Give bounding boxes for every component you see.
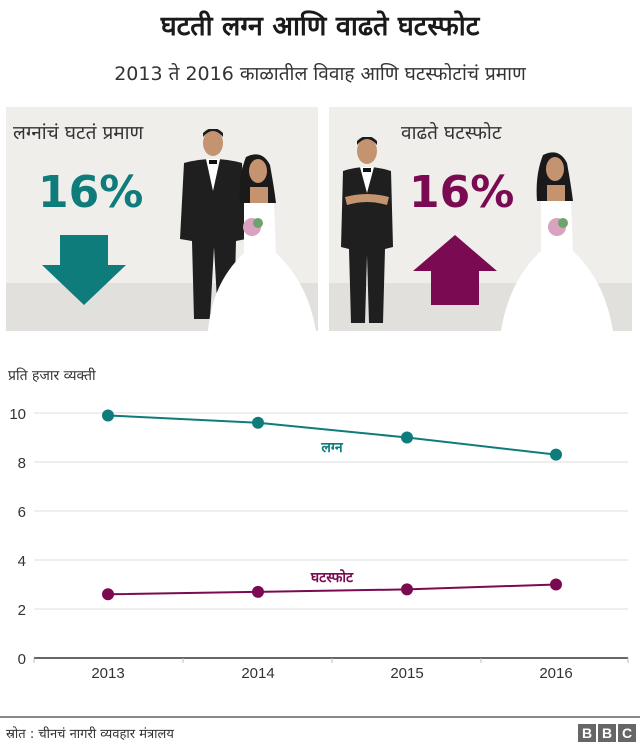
data-point: [252, 585, 264, 598]
x-tick-label: 2014: [241, 665, 274, 682]
data-point: [102, 409, 114, 422]
marriage-decline-panel: लग्नांचं घटतं प्रमाण 16%: [6, 107, 318, 331]
y-tick-label: 4: [18, 553, 26, 570]
line-chart: 0 2 4 6 8 10 2013 2014 2015 2016 लग्न घटस्फोट: [9, 406, 629, 682]
chart-title: घटती लग्न आणि वाढते घटस्फोट: [160, 11, 480, 42]
bride-figure-icon: [208, 154, 316, 331]
y-tick-label: 10: [9, 406, 26, 423]
y-tick-label: 0: [18, 651, 26, 668]
y-axis-label: प्रति हजार व्यक्ती: [8, 368, 96, 384]
divorce-panel-label: वाढते घटस्फोट: [401, 122, 502, 144]
series-label: लग्न: [320, 440, 343, 456]
y-tick-label: 2: [18, 602, 26, 619]
divorce-percentage: 16%: [409, 167, 515, 218]
data-point: [252, 416, 264, 429]
marriage-percentage: 16%: [38, 167, 144, 218]
bride-figure-icon: [501, 152, 613, 331]
divorce-increase-panel: वाढते घटस्फोट 16%: [329, 107, 632, 331]
series-line: [107, 414, 557, 456]
data-point: [401, 583, 413, 596]
y-tick-label: 6: [18, 504, 26, 521]
data-point: [102, 588, 114, 601]
bbc-logo: B B C: [578, 724, 636, 742]
data-point: [550, 448, 562, 461]
bbc-logo-letter: B: [598, 724, 616, 742]
series-line: [107, 583, 557, 596]
bbc-logo-letter: C: [618, 724, 636, 742]
footer-divider: [0, 716, 640, 718]
data-point: [401, 431, 413, 444]
groom-arms-crossed-icon: [341, 137, 393, 323]
x-tick-label: 2016: [539, 665, 572, 682]
arrow-up-icon: [413, 235, 497, 305]
data-point: [550, 578, 562, 591]
bbc-logo-letter: B: [578, 724, 596, 742]
series-label: घटस्फोट: [310, 569, 354, 586]
y-tick-label: 8: [18, 455, 26, 472]
x-tick-label: 2013: [91, 665, 124, 682]
x-tick-label: 2015: [390, 665, 423, 682]
marriage-panel-label: लग्नांचं घटतं प्रमाण: [13, 122, 144, 144]
chart-subtitle: 2013 ते 2016 काळातील विवाह आणि घटस्फोटां…: [114, 63, 526, 85]
arrow-down-icon: [42, 235, 126, 305]
source-note: स्रोत : चीनचं नागरी व्यवहार मंत्रालय: [6, 727, 174, 742]
